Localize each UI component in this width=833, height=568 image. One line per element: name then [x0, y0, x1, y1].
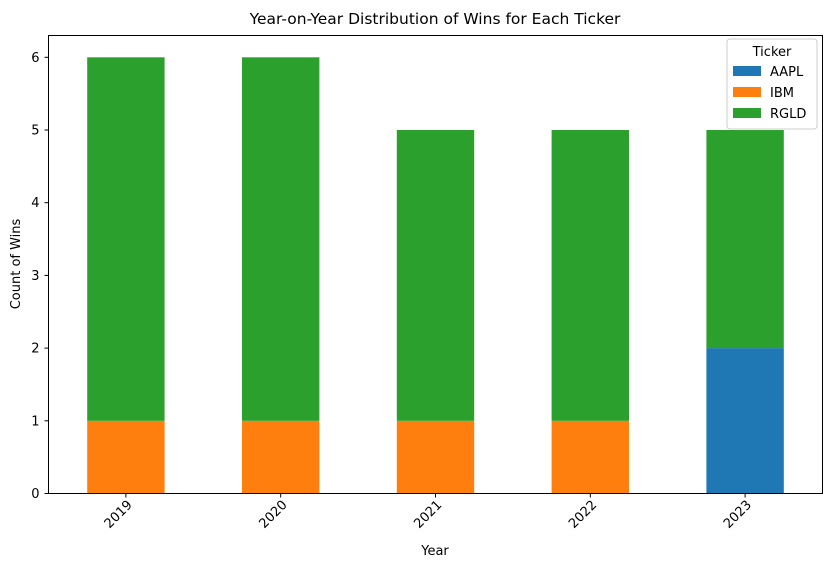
legend-label-aapl: AAPL — [770, 65, 804, 80]
bar-aapl-2023 — [706, 348, 784, 494]
bar-ibm-2019 — [87, 420, 165, 494]
x-tick-label: 2023 — [721, 498, 755, 532]
legend-label-rgld: RGLD — [770, 107, 806, 122]
legend-swatch-rgld — [733, 108, 761, 118]
bar-ibm-2022 — [551, 420, 629, 494]
y-tick-label: 0 — [31, 487, 39, 502]
y-axis: 0 1 2 3 4 5 6 — [31, 51, 49, 502]
y-tick-label: 4 — [31, 196, 39, 211]
y-tick-label: 5 — [31, 124, 39, 139]
legend-swatch-ibm — [733, 87, 761, 97]
bars-layer — [87, 57, 784, 494]
x-tick-label: 2021 — [411, 498, 445, 532]
legend-title: Ticker — [752, 45, 792, 60]
bar-rgld-2019 — [87, 57, 165, 421]
chart-title: Year-on-Year Distribution of Wins for Ea… — [249, 10, 621, 28]
y-tick-label: 1 — [31, 414, 39, 429]
bar-rgld-2023 — [706, 130, 784, 349]
bar-ibm-2020 — [242, 420, 320, 494]
bar-rgld-2022 — [551, 130, 629, 421]
y-tick-label: 6 — [31, 51, 39, 66]
bar-rgld-2020 — [242, 57, 320, 421]
y-tick-label: 2 — [31, 342, 39, 357]
x-axis: 2019 2020 2021 2022 2023 — [102, 493, 755, 532]
x-tick-label: 2020 — [257, 498, 291, 532]
legend-label-ibm: IBM — [770, 86, 794, 101]
x-tick-label: 2022 — [566, 498, 600, 532]
bar-rgld-2021 — [396, 130, 475, 421]
y-tick-label: 3 — [31, 269, 39, 284]
x-tick-label: 2019 — [102, 498, 136, 532]
legend: Ticker AAPL IBM RGLD — [726, 38, 818, 130]
x-axis-label: Year — [420, 544, 449, 559]
legend-swatch-aapl — [733, 66, 761, 76]
bar-ibm-2021 — [396, 420, 475, 494]
legend-frame — [726, 38, 818, 130]
y-axis-label: Count of Wins — [9, 218, 24, 309]
